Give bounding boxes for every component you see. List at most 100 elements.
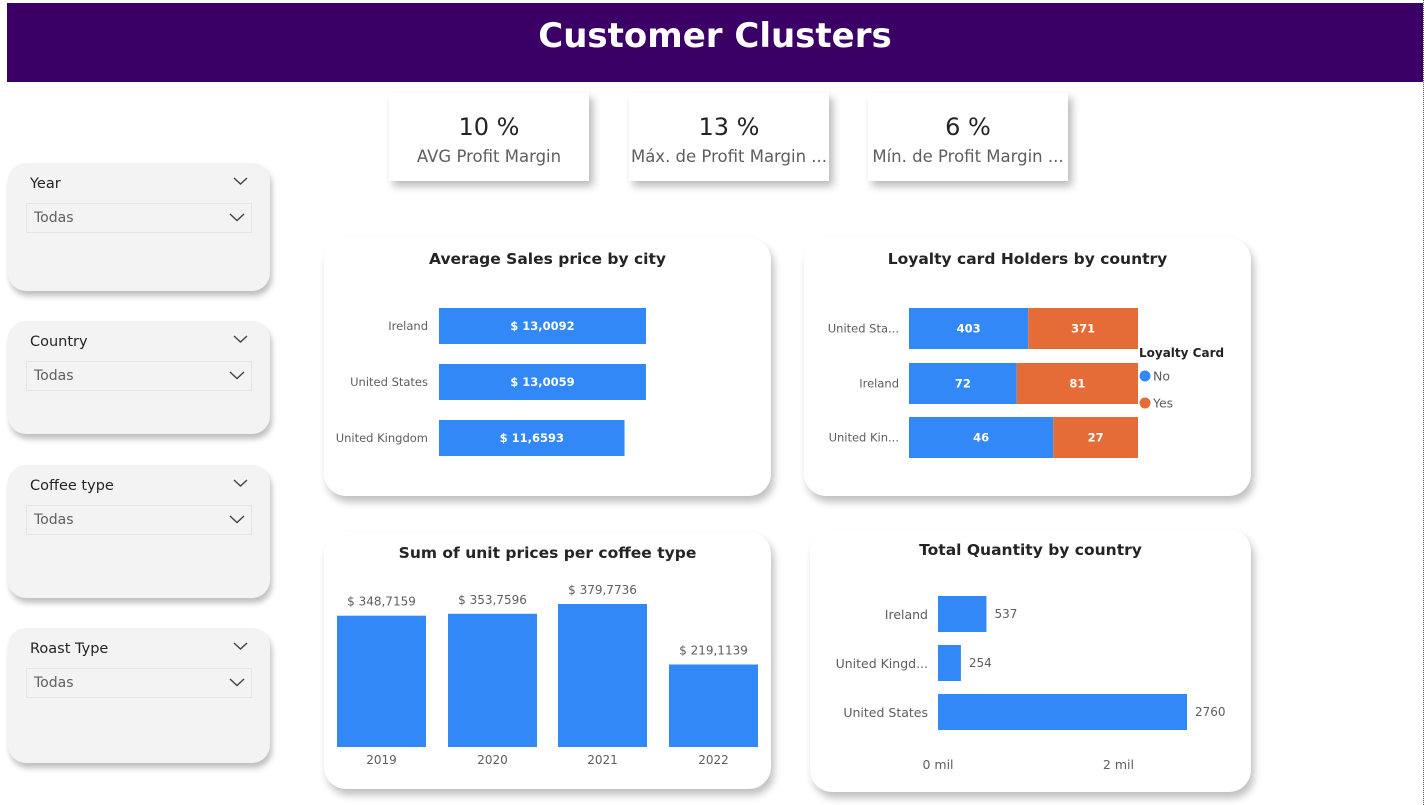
data-label: $ 11,6593: [500, 431, 564, 445]
category-label: United Sta...: [828, 322, 899, 336]
kpi-value: 10 %: [458, 113, 520, 141]
kpi-value: 6 %: [945, 113, 991, 141]
bar: [439, 308, 646, 344]
legend-label: Yes: [1152, 396, 1173, 411]
bar: [938, 645, 961, 681]
slicer-coffee-type[interactable]: Coffee type Todas: [8, 465, 270, 598]
category-label: 2021: [587, 753, 618, 767]
data-label: $ 348,7159: [347, 595, 416, 609]
data-label: 81: [1069, 377, 1085, 391]
bar: [938, 694, 1187, 730]
category-label: United States: [843, 705, 928, 720]
x-tick-label: 0 mil: [922, 757, 953, 772]
bar: [439, 364, 646, 400]
slicer-year[interactable]: Year Todas: [8, 163, 270, 291]
bar: [938, 596, 987, 632]
chart-svg: $ 348,7159 2019 $ 353,7596 2020 $ 379,7736 20…: [337, 583, 758, 767]
chart-title: Average Sales price by city: [429, 250, 666, 268]
bar: [337, 615, 426, 747]
chart-svg: Ireland 537 United Kingd... 254 United State…: [836, 596, 1226, 772]
data-label: 371: [1071, 322, 1095, 336]
kpi-label: AVG Profit Margin: [416, 147, 562, 166]
bar-segment-no: [909, 308, 1029, 349]
category-label: United States: [350, 375, 428, 389]
bar: [558, 604, 647, 747]
bar-segment-yes: [1028, 308, 1138, 349]
slicer-title: Roast Type: [30, 641, 109, 657]
data-label: 537: [994, 607, 1017, 621]
slicer-dropdown[interactable]: Todas: [26, 203, 252, 233]
data-label: 72: [955, 377, 971, 391]
kpi-card-min-profit[interactable]: 6 % Mín. de Profit Margin ...: [868, 93, 1068, 181]
chevron-down-icon: [229, 515, 245, 524]
slicer-value: Todas: [34, 512, 74, 528]
slicer-title: Coffee type: [30, 478, 114, 494]
legend-title: Loyalty Card: [1139, 346, 1224, 360]
category-label: United Kin...: [829, 431, 899, 445]
slicer-value: Todas: [34, 210, 74, 226]
chart-svg: Ireland $ 13,0092 United States $ 13,0059 Un…: [336, 308, 646, 456]
chevron-down-icon[interactable]: [233, 176, 248, 186]
data-label: 2760: [1195, 705, 1226, 719]
category-label: United Kingd...: [836, 656, 928, 671]
report-header: Customer Clusters: [7, 3, 1423, 82]
slicer-value: Todas: [34, 368, 74, 384]
legend-label: No: [1153, 369, 1170, 384]
category-label: 2019: [366, 753, 397, 767]
data-label: $ 353,7596: [458, 593, 527, 607]
chevron-down-icon: [229, 371, 245, 380]
slicer-roast-type[interactable]: Roast Type Todas: [8, 628, 270, 763]
data-label: 46: [973, 431, 989, 445]
bar-segment-no: [909, 363, 1017, 404]
chart-title: Total Quantity by country: [919, 541, 1142, 559]
slicer-dropdown[interactable]: Todas: [26, 505, 252, 535]
slicer-dropdown[interactable]: Todas: [26, 361, 252, 391]
category-label: 2020: [477, 753, 508, 767]
page-edge-divider: [1423, 0, 1424, 805]
chart-loyalty-card[interactable]: Loyalty card Holders by country United S…: [804, 238, 1251, 496]
kpi-card-max-profit[interactable]: 13 % Máx. de Profit Margin ...: [629, 93, 829, 181]
category-label: United Kingdom: [336, 431, 428, 445]
data-label: $ 13,0059: [510, 375, 574, 389]
kpi-value: 13 %: [698, 113, 760, 141]
chart-title: Loyalty card Holders by country: [887, 250, 1168, 268]
data-label: $ 13,0092: [510, 319, 574, 333]
chart-svg: United Sta... 403 371 Ireland 72 81 United Kin…: [828, 308, 1224, 458]
bar-segment-no: [909, 417, 1054, 458]
bar-segment-yes: [1053, 417, 1138, 458]
chevron-down-icon[interactable]: [233, 641, 248, 651]
chevron-down-icon: [229, 213, 245, 222]
chart-title: Sum of unit prices per coffee type: [398, 544, 697, 562]
chart-unit-prices[interactable]: Sum of unit prices per coffee type $ 348…: [324, 532, 771, 789]
legend-marker: [1139, 370, 1151, 382]
chevron-down-icon[interactable]: [233, 334, 248, 344]
data-label: 27: [1088, 431, 1104, 445]
data-label: 403: [957, 322, 981, 336]
slicer-country[interactable]: Country Todas: [8, 321, 270, 434]
slicer-title: Country: [30, 334, 88, 350]
chart-avg-sales-price[interactable]: Average Sales price by city Ireland $ 13,…: [324, 238, 771, 496]
kpi-label: Mín. de Profit Margin ...: [872, 147, 1064, 166]
data-label: 254: [969, 656, 992, 670]
slicer-value: Todas: [34, 675, 74, 691]
kpi-label: Máx. de Profit Margin ...: [630, 147, 828, 166]
bar: [448, 613, 537, 747]
page-title: Customer Clusters: [538, 16, 892, 56]
bar-segment-yes: [1016, 363, 1138, 404]
chevron-down-icon: [229, 678, 245, 687]
chevron-down-icon[interactable]: [233, 478, 248, 488]
category-label: Ireland: [388, 319, 428, 333]
legend-marker: [1139, 397, 1151, 409]
slicer-title: Year: [30, 176, 61, 192]
bar: [669, 664, 758, 747]
slicer-dropdown[interactable]: Todas: [26, 668, 252, 698]
bar: [439, 420, 625, 456]
kpi-card-avg-profit[interactable]: 10 % AVG Profit Margin: [389, 93, 589, 181]
category-label: Ireland: [859, 377, 899, 391]
data-label: $ 379,7736: [568, 583, 637, 597]
x-tick-label: 2 mil: [1103, 757, 1134, 772]
data-label: $ 219,1139: [679, 643, 748, 657]
category-label: Ireland: [885, 607, 928, 622]
chart-total-quantity[interactable]: Total Quantity by country Ireland 537 Unit…: [810, 529, 1251, 792]
category-label: 2022: [698, 753, 729, 767]
